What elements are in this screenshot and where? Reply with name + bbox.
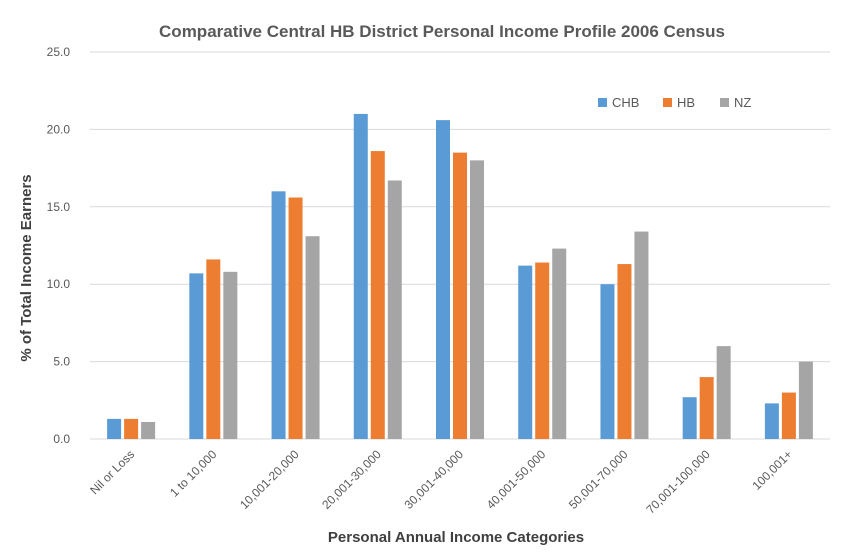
bar-hb — [617, 264, 632, 439]
bar-chb — [436, 120, 450, 439]
bar-nz — [634, 231, 649, 439]
legend-label-chb: CHB — [612, 95, 639, 110]
bar-hb — [206, 259, 221, 439]
y-tick-label: 0.0 — [53, 432, 70, 446]
legend-swatch-hb — [663, 98, 672, 107]
legend: CHB HB NZ — [598, 95, 751, 110]
bar-hb — [370, 151, 385, 439]
legend-label-hb: HB — [677, 95, 695, 110]
y-axis-ticks: 0.0 5.0 10.0 15.0 20.0 25.0 — [47, 45, 71, 446]
legend-label-nz: NZ — [734, 95, 751, 110]
bar-hb — [781, 392, 796, 439]
legend-swatch-nz — [720, 98, 729, 107]
bar-chb — [189, 273, 204, 439]
y-tick-label: 15.0 — [47, 200, 71, 214]
x-tick-label: 50,001-70,000 — [566, 447, 631, 512]
bar-nz — [552, 248, 567, 439]
x-tick-label: 40,001-50,000 — [484, 447, 549, 512]
x-tick-label: 20,001-30,000 — [319, 447, 384, 512]
y-tick-label: 20.0 — [47, 122, 71, 136]
bar-nz — [141, 421, 156, 439]
bar-nz — [716, 346, 731, 439]
x-tick-label: Nil or Loss — [87, 447, 137, 497]
bar-hb — [124, 418, 139, 439]
bar-nz — [798, 361, 813, 439]
bar-chb — [518, 265, 533, 439]
x-axis-ticks: Nil or Loss 1 to 10,000 10,001-20,000 20,00… — [87, 447, 795, 517]
y-tick-label: 5.0 — [53, 355, 70, 369]
bar-nz — [387, 180, 402, 439]
x-tick-label: 30,001-40,000 — [401, 447, 466, 512]
x-tick-label: 100,001+ — [749, 447, 795, 493]
bar-chb — [600, 284, 615, 439]
x-tick-label: 1 to 10,000 — [167, 447, 220, 500]
bars — [107, 113, 813, 440]
bar-chb — [271, 191, 286, 439]
bar-chb — [107, 418, 122, 439]
bar-chb — [764, 403, 779, 439]
bar-hb — [535, 262, 550, 439]
bar-chb — [353, 113, 368, 440]
bar-chb — [682, 397, 697, 439]
bar-hb — [699, 377, 714, 439]
bar-nz — [470, 160, 484, 440]
bar-nz — [305, 236, 320, 439]
chart-title: Comparative Central HB District Personal… — [159, 22, 725, 41]
x-tick-label: 10,001-20,000 — [237, 447, 302, 512]
legend-swatch-chb — [598, 98, 607, 107]
y-tick-label: 25.0 — [47, 45, 71, 59]
y-tick-label: 10.0 — [47, 277, 71, 291]
x-tick-label: 70,001-100,000 — [643, 447, 713, 517]
y-axis-title: % of Total Income Earners — [18, 174, 35, 361]
bar-hb — [288, 197, 303, 439]
bar-nz — [223, 271, 238, 439]
x-axis-title: Personal Annual Income Categories — [328, 529, 584, 546]
bar-hb — [453, 152, 467, 439]
